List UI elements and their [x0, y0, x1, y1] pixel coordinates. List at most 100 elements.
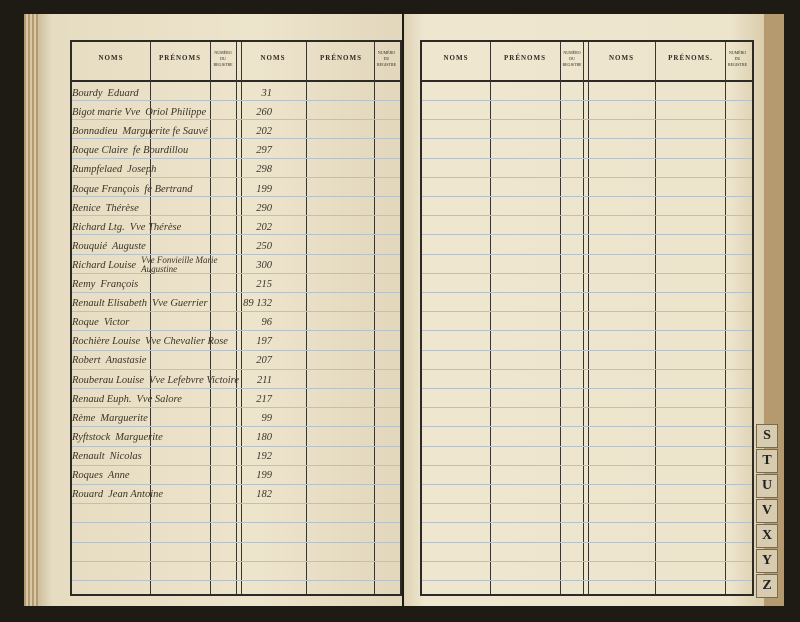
entry-nom: Roques [72, 470, 103, 481]
entry-prenom: Joseph [127, 164, 157, 176]
entry-prenom: François [100, 279, 139, 290]
header-prenoms-2: PRÉNOMS [320, 54, 362, 62]
ruling-line [422, 349, 752, 351]
header-numero-4: NUMÉRO DU REGISTRE [727, 50, 748, 67]
header-prenoms: PRÉNOMS [159, 54, 201, 62]
ruling-line [422, 445, 752, 447]
ruling-line [72, 349, 400, 351]
entry-prenom: fe Bourdillou [132, 145, 189, 157]
ruling-line [422, 426, 752, 428]
ruling-line [422, 119, 752, 121]
entry-numero: 290 [256, 202, 272, 214]
entry-nom: Robert [72, 355, 101, 367]
ruling-line [422, 388, 752, 389]
ruling-line [72, 234, 400, 236]
header-noms-3: NOMS [443, 54, 469, 62]
ruling-line [72, 522, 400, 524]
entry-prenom: Marguerite [115, 431, 163, 443]
header-prenoms-4: PRÉNOMS. [668, 54, 713, 62]
table-row: Bonnadieu Marguerite fe Sauvé 202 [72, 122, 272, 141]
table-row: Rème Marguerite 99 [72, 409, 272, 428]
table-row: Renice Thérèse 290 [72, 199, 272, 218]
entry-nom: Richard Ltg. [72, 221, 125, 233]
entry-numero: 207 [256, 355, 272, 367]
entry-numero: 250 [256, 240, 272, 252]
index-tab-v[interactable]: V [756, 499, 778, 523]
table-row: Roque Claire fe Bourdillou 297 [72, 141, 272, 160]
page-edges [24, 14, 40, 606]
entry-prenom: Anne [107, 470, 130, 481]
entry-numero: 31 [261, 88, 273, 99]
table-row: Bourdy Eduard 31 [72, 84, 272, 103]
ruling-line [422, 464, 752, 466]
index-tab-z[interactable]: Z [756, 574, 778, 598]
ruling-line [72, 388, 400, 389]
entry-prenom: Vve Lefebvre Victoire [149, 374, 240, 386]
ruling-line [422, 196, 752, 197]
ruling-line [422, 215, 752, 217]
ruling-line [422, 157, 752, 159]
header-numero-3: NUMÉRO DU REGISTRE [562, 50, 582, 67]
ruling-line [72, 330, 400, 332]
entry-numero: 182 [256, 489, 272, 501]
index-tab-x[interactable]: X [756, 524, 778, 548]
ruling-line [422, 522, 752, 524]
ruling-line [422, 292, 752, 293]
entry-numero: 217 [256, 393, 272, 405]
table-row: Richard Louise Vve Fonvieille Marie Augus… [72, 256, 272, 275]
entry-prenom: Marguerite fe Sauvé [122, 126, 208, 138]
ruling-line [72, 157, 400, 159]
table-row: Roque Victor 96 [72, 313, 272, 332]
table-row: Bigot marie Vve Oriol Philippe 260 [72, 103, 272, 122]
left-page [38, 14, 402, 606]
ruling-line [422, 311, 752, 313]
header-numero: NUMÉRO DU REGISTRE [213, 50, 233, 67]
ruling-line [422, 368, 752, 370]
entry-prenom: Victor [103, 317, 130, 329]
entry-nom: Bourdy [72, 88, 103, 99]
table-row: Rumpfelaed Joseph 298 [72, 160, 272, 179]
entry-numero: 298 [256, 164, 272, 176]
entry-numero: 197 [256, 336, 272, 348]
entry-numero: 199 [256, 470, 272, 481]
entry-numero: 202 [256, 221, 272, 233]
ruling-line [422, 330, 752, 332]
table-row: Roque François fe Bertrand 199 [72, 180, 272, 199]
entry-prenom: Auguste [112, 240, 146, 252]
table-row: Richard Ltg. Vve Thérèse 202 [72, 218, 272, 237]
entry-nom: Rochière Louise [72, 336, 141, 348]
entry-prenom: Nicolas [109, 450, 142, 462]
index-tab-s[interactable]: S [756, 424, 778, 448]
ruling-line [72, 464, 400, 466]
entry-prenom: fe Bertrand [144, 183, 193, 195]
entry-nom: Roque [72, 317, 99, 329]
entry-nom: Rumpfelaed [72, 164, 123, 176]
ruling-line [72, 560, 400, 562]
index-tab-t[interactable]: T [756, 449, 778, 473]
ruling-line [72, 272, 400, 274]
entry-nom: Rouard [72, 489, 104, 501]
entry-nom: Rouberau Louise [72, 374, 145, 386]
header-noms: NOMS [98, 54, 124, 62]
ruling-line [72, 503, 400, 505]
entry-nom: Renaud Euph. [72, 393, 132, 405]
entry-nom: Bonnadieu [72, 126, 118, 138]
entry-nom: Roque Claire [72, 145, 128, 157]
ruling-line [72, 541, 400, 543]
entry-numero: 89 132 [243, 298, 272, 310]
entry-prenom: Vve Thérèse [129, 221, 182, 233]
table-row: Renault Elisabeth Vve Guerrier 89 132 [72, 294, 272, 313]
entry-numero: 215 [256, 279, 272, 290]
header-noms-2: NOMS [260, 54, 286, 62]
index-tab-y[interactable]: Y [756, 549, 778, 573]
ruling-line [72, 176, 400, 178]
entry-numero: 192 [256, 450, 272, 462]
right-header-row: NOMS PRÉNOMS NUMÉRO DU REGISTRE NOMS PRÉ… [422, 42, 752, 82]
index-tab-u[interactable]: U [756, 474, 778, 498]
entry-prenom: Eduard [107, 88, 139, 99]
ruling-line [422, 176, 752, 178]
entry-nom: Renault [72, 450, 105, 462]
entry-numero: 211 [257, 374, 272, 386]
entry-nom: Ryftstock [72, 431, 111, 443]
header-prenoms-3: PRÉNOMS [504, 54, 546, 62]
